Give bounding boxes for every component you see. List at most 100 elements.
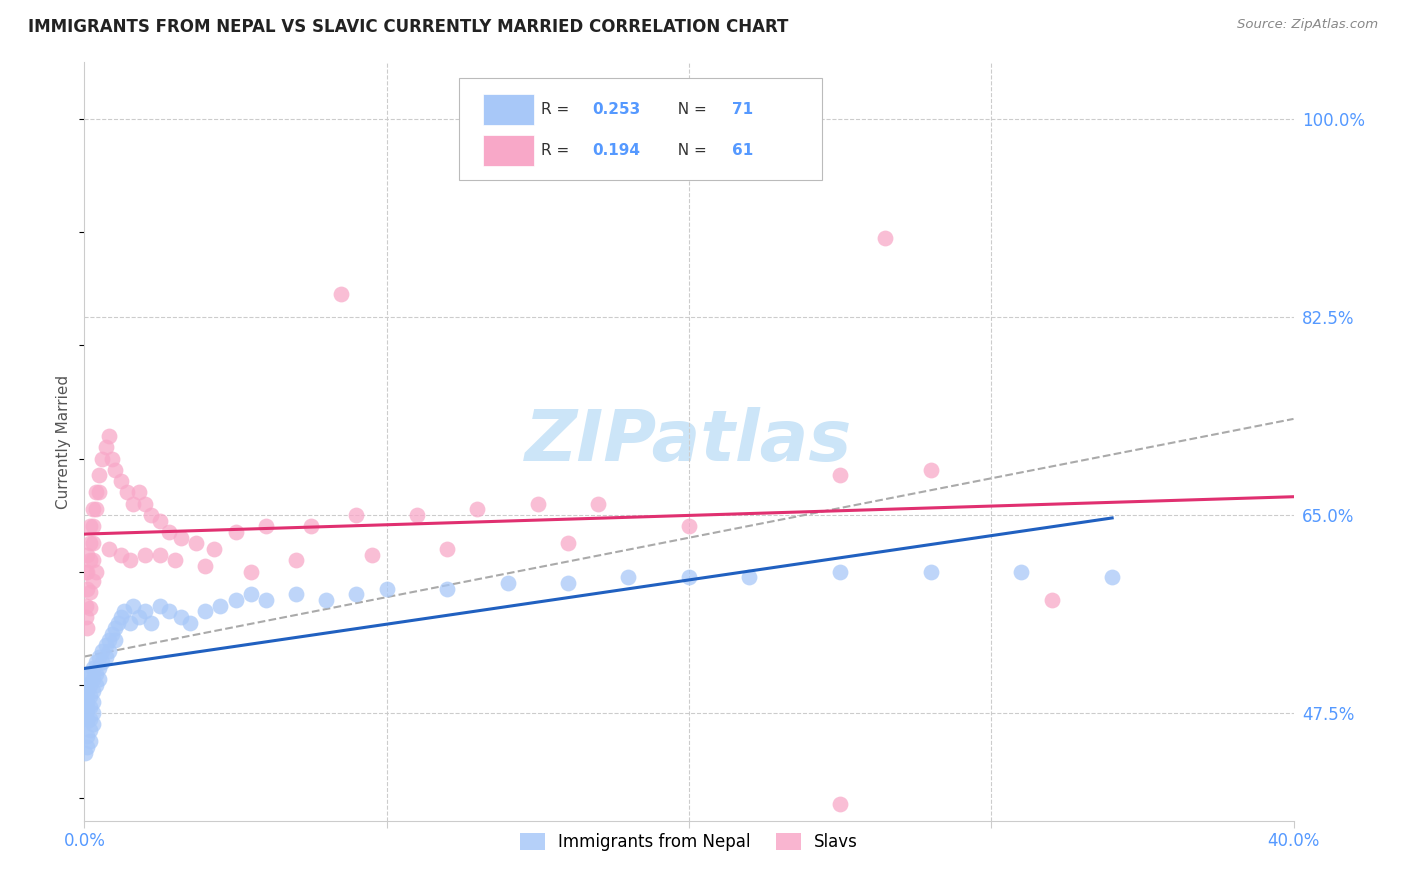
Point	[75, 678, 97, 692]
Point	[79, 553, 101, 567]
FancyBboxPatch shape	[484, 95, 534, 125]
Point	[1011, 565, 1033, 579]
Point	[82, 553, 104, 567]
Point	[79, 519, 101, 533]
Point	[436, 542, 458, 557]
Point	[82, 574, 104, 588]
Point	[97, 644, 120, 658]
Point	[239, 587, 262, 601]
Point	[830, 565, 852, 579]
Point	[678, 519, 700, 533]
Point	[86, 678, 108, 692]
Point	[82, 717, 104, 731]
Text: 0.194: 0.194	[592, 143, 640, 158]
Point	[375, 582, 398, 596]
Point	[360, 548, 382, 562]
Point	[89, 672, 111, 686]
Point	[157, 604, 180, 618]
Point	[75, 565, 97, 579]
Point	[82, 502, 104, 516]
Point	[254, 519, 277, 533]
Point	[110, 548, 132, 562]
Point	[202, 542, 225, 557]
Point	[830, 797, 852, 811]
Point	[76, 683, 98, 698]
Point	[86, 565, 108, 579]
Point	[225, 524, 247, 539]
Point	[299, 519, 322, 533]
Point	[79, 536, 101, 550]
Text: ZIPatlas: ZIPatlas	[526, 407, 852, 476]
Point	[149, 514, 172, 528]
Point	[75, 689, 97, 703]
Point	[121, 599, 143, 613]
Point	[86, 666, 108, 681]
Y-axis label: Currently Married: Currently Married	[56, 375, 72, 508]
Point	[121, 497, 143, 511]
Point	[75, 700, 97, 714]
Point	[346, 587, 368, 601]
Point	[97, 632, 120, 647]
Point	[89, 649, 111, 664]
Point	[97, 542, 120, 557]
Point	[82, 706, 104, 720]
Point	[89, 468, 111, 483]
Point	[496, 576, 519, 591]
Point	[82, 519, 104, 533]
Point	[239, 565, 262, 579]
Point	[75, 746, 97, 760]
Point	[82, 672, 104, 686]
Point	[157, 524, 180, 539]
Text: R =: R =	[541, 102, 575, 117]
Point	[76, 703, 98, 717]
Point	[920, 565, 942, 579]
Point	[588, 497, 610, 511]
Point	[467, 502, 489, 516]
Point	[76, 712, 98, 726]
Point	[128, 485, 150, 500]
Point	[678, 570, 700, 584]
Point	[134, 604, 156, 618]
Point	[194, 604, 217, 618]
Point	[149, 599, 172, 613]
Point	[76, 548, 98, 562]
Text: Source: ZipAtlas.com: Source: ZipAtlas.com	[1237, 18, 1378, 31]
Point	[79, 689, 101, 703]
Point	[557, 536, 579, 550]
Point	[91, 655, 114, 669]
Point	[82, 536, 104, 550]
Text: N =: N =	[668, 102, 711, 117]
Point	[76, 621, 98, 635]
Point	[94, 638, 117, 652]
Point	[1040, 593, 1063, 607]
Point	[209, 599, 232, 613]
Point	[91, 644, 114, 658]
Point	[118, 553, 141, 567]
Point	[139, 615, 162, 630]
Point	[104, 621, 127, 635]
Point	[75, 599, 97, 613]
Text: 71: 71	[733, 102, 754, 117]
Text: R =: R =	[541, 143, 575, 158]
Point	[75, 610, 97, 624]
Text: N =: N =	[668, 143, 711, 158]
Point	[225, 593, 247, 607]
Point	[170, 531, 193, 545]
Point	[170, 610, 193, 624]
Point	[104, 463, 127, 477]
Point	[527, 497, 550, 511]
Point	[557, 576, 579, 591]
Point	[254, 593, 277, 607]
Point	[285, 553, 308, 567]
Point	[118, 615, 141, 630]
Point	[738, 570, 761, 584]
Point	[79, 712, 101, 726]
FancyBboxPatch shape	[484, 136, 534, 166]
Point	[110, 474, 132, 488]
FancyBboxPatch shape	[460, 78, 823, 180]
Point	[139, 508, 162, 522]
Point	[285, 587, 308, 601]
Point	[79, 666, 101, 681]
Point	[79, 600, 101, 615]
Point	[76, 695, 98, 709]
